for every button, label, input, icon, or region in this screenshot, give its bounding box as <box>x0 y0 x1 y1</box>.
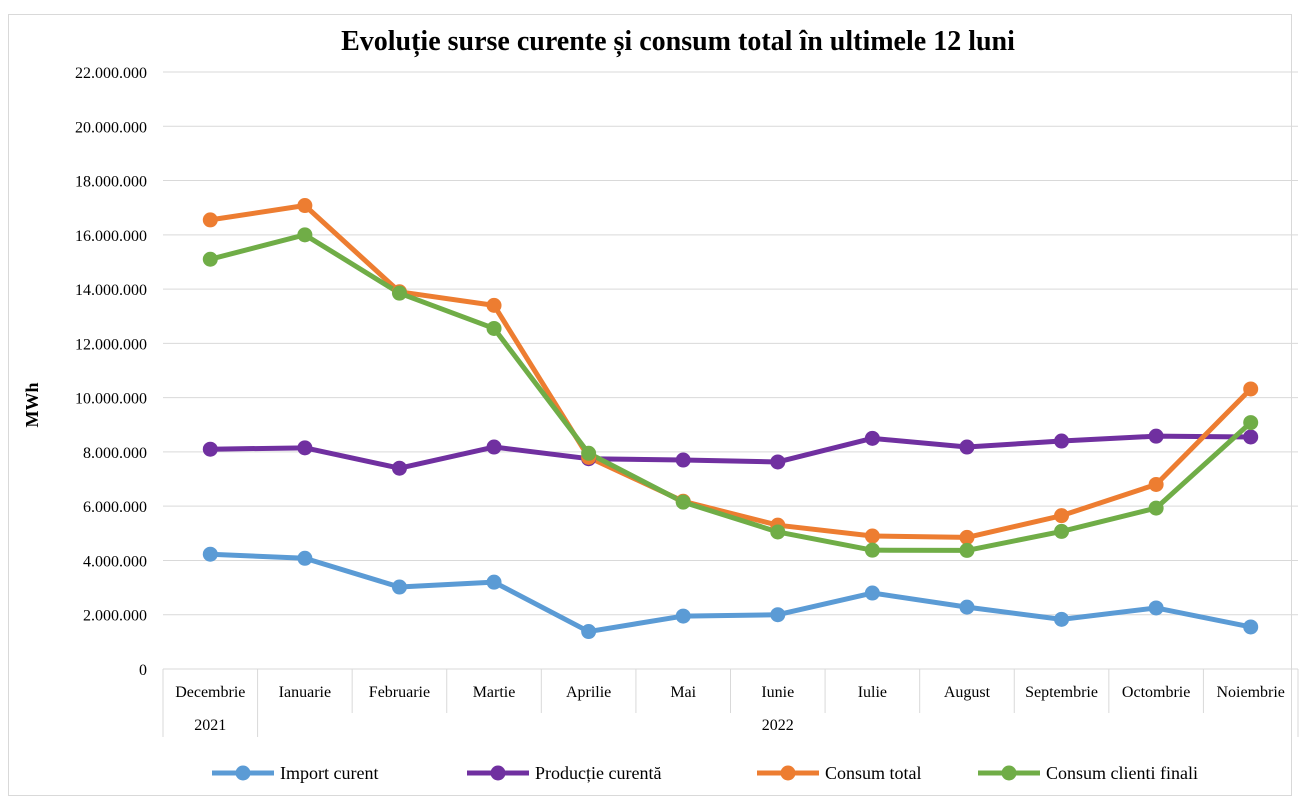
y-tick-label: 10.000.000 <box>75 391 147 408</box>
data-point <box>486 574 502 590</box>
x-tick-label: Iulie <box>858 684 887 701</box>
x-year-label: 2021 <box>194 717 226 734</box>
data-point <box>1054 508 1070 524</box>
y-tick-label: 6.000.000 <box>83 499 147 516</box>
data-point <box>202 441 218 457</box>
y-tick-label: 20.000.000 <box>75 119 147 136</box>
series-line <box>207 551 1254 635</box>
legend-label: Producție curentă <box>535 763 661 783</box>
data-point <box>486 297 502 313</box>
data-point <box>959 439 975 455</box>
data-point <box>1243 429 1259 445</box>
x-year-label: 2022 <box>762 717 794 734</box>
legend: Import curent Producție curentă Consum tot… <box>212 763 1198 783</box>
x-tick-label: Ianuarie <box>279 684 331 701</box>
data-point <box>581 445 597 461</box>
data-point <box>864 528 880 544</box>
legend-marker <box>490 765 506 781</box>
legend-label: Import curent <box>280 763 378 783</box>
x-tick-label: August <box>944 684 991 701</box>
data-point <box>959 599 975 615</box>
data-point <box>1148 600 1164 616</box>
x-tick-label: Noiembrie <box>1216 684 1284 701</box>
data-point <box>959 542 975 558</box>
data-point <box>581 624 597 640</box>
data-point <box>1243 619 1259 635</box>
y-tick-label: 16.000.000 <box>75 228 147 245</box>
data-point <box>202 212 218 228</box>
data-point <box>959 529 975 545</box>
x-axis: Decembrie Ianuarie Februarie Martie Aprilie M… <box>162 668 1299 737</box>
data-point <box>770 524 786 540</box>
data-point <box>864 542 880 558</box>
chart-frame <box>8 14 1292 796</box>
y-tick-label: 22.000.000 <box>75 65 147 82</box>
data-point <box>675 452 691 468</box>
y-tick-label: 18.000.000 <box>75 174 147 191</box>
data-point <box>202 546 218 562</box>
data-point <box>297 198 313 214</box>
x-tick-label: Octombrie <box>1122 684 1190 701</box>
y-axis-ticks: 0 2.000.000 4.000.000 6.000.000 8.000.000 10.… <box>75 65 147 679</box>
gridlines <box>163 71 1298 616</box>
data-point <box>675 608 691 624</box>
data-point <box>202 251 218 267</box>
data-point <box>297 227 313 243</box>
legend-label: Consum clienti finali <box>1046 763 1198 783</box>
data-point <box>297 440 313 456</box>
x-tick-label: Mai <box>670 684 696 701</box>
y-tick-label: 8.000.000 <box>83 445 147 462</box>
data-point <box>391 460 407 476</box>
x-tick-label: Aprilie <box>566 684 611 701</box>
data-point <box>1243 381 1259 397</box>
chart-title: Evoluție surse curente și consum total î… <box>341 26 1015 57</box>
x-tick-label: Septembrie <box>1025 684 1098 701</box>
data-point <box>864 585 880 601</box>
data-point <box>1054 611 1070 627</box>
series-lines <box>202 198 1259 640</box>
data-point <box>770 607 786 623</box>
data-point <box>297 550 313 566</box>
series-line <box>207 203 1254 540</box>
x-tick-label: Iunie <box>761 684 794 701</box>
y-tick-label: 12.000.000 <box>75 336 147 353</box>
y-tick-label: 2.000.000 <box>83 608 147 625</box>
data-point <box>391 285 407 301</box>
data-point <box>1148 428 1164 444</box>
x-tick-label: Martie <box>473 684 516 701</box>
data-point <box>675 494 691 510</box>
data-point <box>1243 415 1259 431</box>
data-point <box>1148 476 1164 492</box>
data-point <box>391 579 407 595</box>
series-line <box>207 232 1254 553</box>
data-point <box>1148 500 1164 516</box>
y-tick-label: 14.000.000 <box>75 282 147 299</box>
data-point <box>486 320 502 336</box>
y-tick-label: 0 <box>139 662 147 679</box>
legend-label: Consum total <box>825 763 922 783</box>
y-tick-label: 4.000.000 <box>83 553 147 570</box>
data-point <box>1054 523 1070 539</box>
data-point <box>486 439 502 455</box>
data-point <box>864 430 880 446</box>
legend-marker <box>1001 765 1017 781</box>
data-point <box>770 454 786 470</box>
x-tick-label: Februarie <box>369 684 430 701</box>
series-line <box>207 433 1254 471</box>
x-tick-label: Decembrie <box>175 684 245 701</box>
data-point <box>1054 433 1070 449</box>
legend-marker <box>780 765 796 781</box>
legend-marker <box>235 765 251 781</box>
y-axis-label: MWh <box>22 383 42 428</box>
